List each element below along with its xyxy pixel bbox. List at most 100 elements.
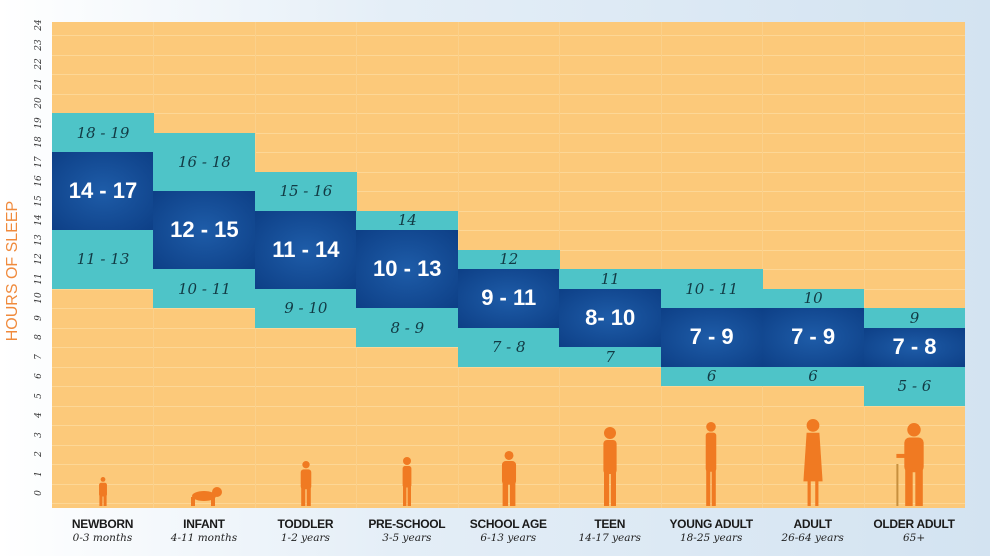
category-name: YOUNG ADULT <box>669 517 753 531</box>
category-age-range: 18-25 years <box>679 532 743 544</box>
category-name: TODDLER <box>277 517 334 531</box>
may-be-appropriate-high-bar: 10 <box>762 288 865 308</box>
category-label: SCHOOL AGE 6-13 years <box>458 517 559 544</box>
y-tick-label: 8 <box>34 334 44 341</box>
may-be-appropriate-low-bar-label: 7 <box>605 347 615 366</box>
gridline <box>52 54 965 56</box>
recommended-bar: 7 - 8 <box>863 327 965 367</box>
category-label: TEEN 14-17 years <box>559 517 660 544</box>
may-be-appropriate-low-bar-label: 5 - 6 <box>897 377 932 395</box>
y-tick-label: 23 <box>34 39 44 51</box>
may-be-appropriate-high-bar-label: 10 <box>803 289 823 308</box>
y-tick-label: 18 <box>34 136 44 148</box>
category-name: PRE-SCHOOL <box>368 517 446 531</box>
recommended-bar-label: 7 - 9 <box>791 324 836 350</box>
y-tick-label: 15 <box>34 195 44 207</box>
may-be-appropriate-low-bar-label: 10 - 11 <box>178 279 231 298</box>
gridline <box>52 210 965 212</box>
may-be-appropriate-high-bar-label: 15 - 16 <box>279 182 333 200</box>
young-adult-icon <box>699 421 723 508</box>
y-tick-label: 4 <box>34 412 44 419</box>
may-be-appropriate-high-bar: 15 - 16 <box>254 171 357 211</box>
newborn-icon <box>94 476 112 508</box>
may-be-appropriate-low-bar: 6 <box>762 366 865 386</box>
column-divider <box>762 22 764 508</box>
category-label: INFANT 4-11 months <box>153 517 254 544</box>
y-tick-label: 6 <box>34 373 44 380</box>
gridline <box>52 171 965 173</box>
gridline <box>52 386 965 387</box>
category-label: OLDER ADULT 65+ <box>864 517 965 544</box>
gridline <box>52 191 965 192</box>
adult-icon <box>797 418 829 508</box>
may-be-appropriate-high-bar-label: 16 - 18 <box>178 152 231 171</box>
gridline <box>52 93 965 95</box>
may-be-appropriate-low-bar-label: 7 - 8 <box>491 338 526 356</box>
may-be-appropriate-high-bar: 10 - 11 <box>660 269 763 308</box>
category-age-range: 65+ <box>902 532 926 544</box>
recommended-bar-label: 14 - 17 <box>68 178 138 203</box>
may-be-appropriate-high-bar-label: 18 - 19 <box>76 123 130 142</box>
gridline <box>52 366 965 368</box>
may-be-appropriate-high-bar-label: 10 - 11 <box>685 279 739 298</box>
y-tick-label: 9 <box>34 314 44 321</box>
y-tick-label: 2 <box>34 451 44 458</box>
may-be-appropriate-low-bar-label: 6 <box>706 367 717 386</box>
y-tick-label: 1 <box>34 470 44 477</box>
gridline <box>52 74 965 75</box>
y-tick-label: 5 <box>34 392 44 399</box>
recommended-bar-label: 7 - 8 <box>892 334 937 359</box>
gridline <box>52 405 965 407</box>
gridline <box>52 230 965 231</box>
may-be-appropriate-low-bar: 7 - 8 <box>457 327 560 367</box>
recommended-bar: 8- 10 <box>559 288 662 347</box>
preschooler-icon <box>397 456 417 508</box>
may-be-appropriate-high-bar-label: 9 <box>909 308 920 327</box>
y-tick-label: 24 <box>34 19 44 31</box>
y-tick-label: 3 <box>34 431 44 438</box>
y-tick-label: 17 <box>34 156 44 168</box>
y-tick-label: 12 <box>34 253 44 265</box>
may-be-appropriate-high-bar: 11 <box>559 269 662 289</box>
y-tick-label: 16 <box>34 175 44 187</box>
may-be-appropriate-low-bar: 10 - 11 <box>153 269 256 308</box>
may-be-appropriate-low-bar: 8 - 9 <box>356 308 459 347</box>
recommended-bar: 7 - 9 <box>660 308 763 367</box>
may-be-appropriate-high-bar-label: 11 <box>600 269 620 288</box>
category-age-range: 0-3 months <box>72 532 133 544</box>
may-be-appropriate-high-bar-label: 14 <box>397 211 417 230</box>
category-label: NEWBORN 0-3 months <box>52 517 153 544</box>
may-be-appropriate-high-bar: 18 - 19 <box>52 113 154 152</box>
recommended-bar: 14 - 17 <box>52 152 154 230</box>
may-be-appropriate-low-bar-label: 11 - 13 <box>76 250 130 269</box>
y-tick-label: 10 <box>34 292 44 304</box>
category-label: YOUNG ADULT 18-25 years <box>661 517 762 544</box>
category-label: TODDLER 1-2 years <box>255 517 356 544</box>
recommended-bar-label: 10 - 13 <box>373 256 442 281</box>
recommended-bar-label: 11 - 14 <box>272 236 340 262</box>
category-age-range: 14-17 years <box>578 532 641 544</box>
may-be-appropriate-low-bar: 5 - 6 <box>863 366 965 406</box>
gridline <box>52 35 965 36</box>
older-adult-with-cane-icon <box>892 422 936 508</box>
category-age-range: 6-13 years <box>480 532 537 544</box>
category-name: ADULT <box>793 517 832 531</box>
teen-icon <box>595 426 625 508</box>
recommended-bar: 12 - 15 <box>153 191 256 269</box>
may-be-appropriate-high-bar: 14 <box>356 210 459 230</box>
gridline <box>52 152 965 153</box>
gridline <box>52 113 965 114</box>
may-be-appropriate-high-bar: 16 - 18 <box>153 132 256 191</box>
category-name: SCHOOL AGE <box>469 517 547 531</box>
category-age-range: 3-5 years <box>382 532 432 544</box>
y-axis-label: HOURS OF SLEEP <box>4 200 21 342</box>
recommended-bar-label: 9 - 11 <box>481 285 537 311</box>
may-be-appropriate-low-bar: 9 - 10 <box>254 288 357 328</box>
y-tick-label: 22 <box>34 58 44 70</box>
may-be-appropriate-low-bar: 7 <box>559 347 662 367</box>
category-name: NEWBORN <box>71 517 134 531</box>
y-tick-label: 0 <box>34 490 44 497</box>
may-be-appropriate-high-bar: 12 <box>457 249 560 269</box>
may-be-appropriate-low-bar-label: 9 - 10 <box>284 299 328 317</box>
category-label: ADULT 26-64 years <box>762 517 863 544</box>
